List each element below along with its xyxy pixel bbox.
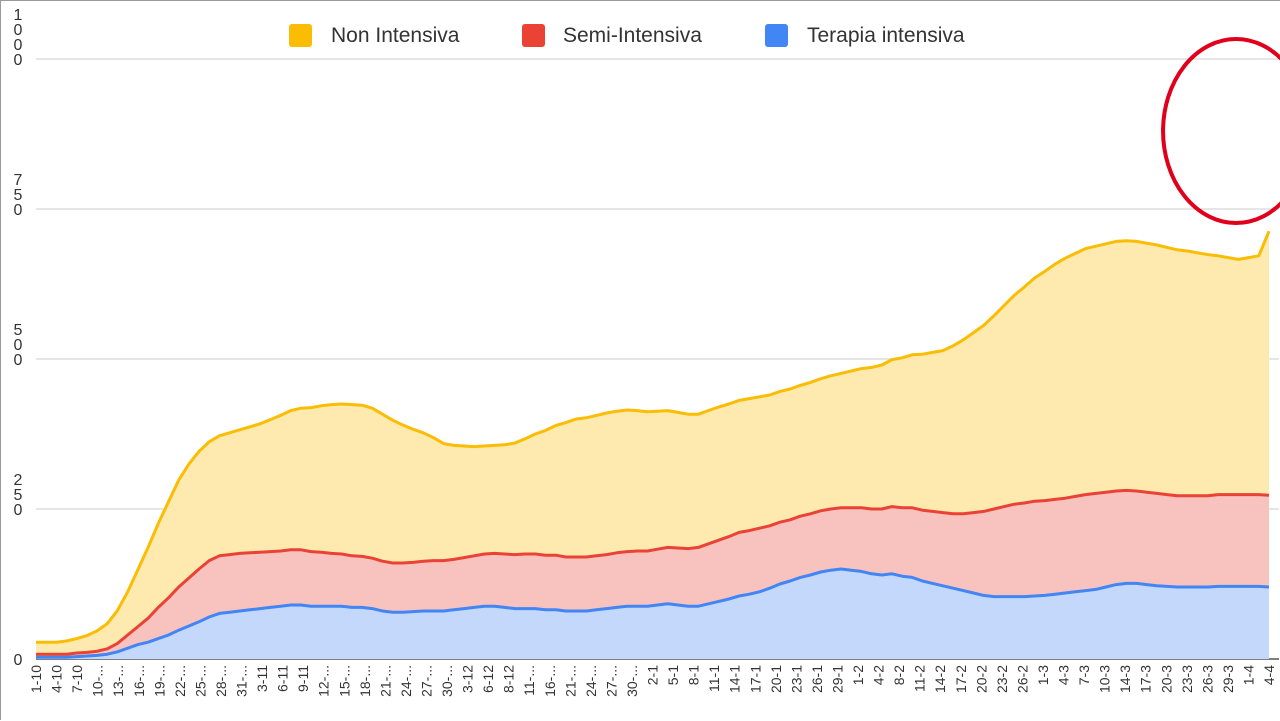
x-tick-label: 14-3 xyxy=(1117,665,1133,693)
x-tick-label: 5-1 xyxy=(665,665,681,685)
x-tick-label: 10-... xyxy=(90,665,106,697)
x-tick-label: 26-1 xyxy=(809,665,825,693)
y-axis: 0 2 5 0 5 0 0 7 5 0 1 0 0 0 xyxy=(14,7,23,669)
x-tick-label: 21-... xyxy=(377,665,393,697)
legend-swatch-semi-intensiva xyxy=(522,24,545,47)
x-tick-label: 12-... xyxy=(316,665,332,697)
x-tick-label: 20-3 xyxy=(1158,665,1174,693)
x-tick-label: 24-... xyxy=(583,665,599,697)
x-tick-label: 17-1 xyxy=(747,665,763,693)
x-tick-label: 13-... xyxy=(110,665,126,697)
x-tick-label: 9-11 xyxy=(295,665,311,692)
legend-label-terapia-intensiva: Terapia intensiva xyxy=(807,24,965,47)
x-tick-label: 14-1 xyxy=(727,665,743,693)
x-tick-label: 7-3 xyxy=(1076,665,1092,685)
x-tick-label: 4-4 xyxy=(1261,665,1277,685)
x-tick-label: 8-2 xyxy=(891,665,907,685)
x-tick-label: 1-3 xyxy=(1035,665,1051,685)
x-tick-label: 19-... xyxy=(151,665,167,697)
x-tick-label: 26-3 xyxy=(1199,665,1215,693)
x-tick-label: 22-... xyxy=(172,665,188,697)
x-tick-label: 23-3 xyxy=(1179,665,1195,693)
x-tick-label: 27-... xyxy=(603,665,619,697)
x-tick-label: 17-3 xyxy=(1138,665,1154,693)
x-tick-label: 2-1 xyxy=(645,665,661,685)
x-tick-label: 28-... xyxy=(213,665,229,697)
x-tick-label: 6-12 xyxy=(480,665,496,693)
x-tick-label: 31-... xyxy=(234,665,250,697)
x-tick-label: 26-2 xyxy=(1014,665,1030,693)
legend-swatch-non-intensiva xyxy=(289,24,312,47)
x-tick-label: 21-... xyxy=(562,665,578,697)
y-tick-label-0: 0 xyxy=(14,652,23,669)
x-tick-label: 14-2 xyxy=(932,665,948,693)
line-non-intensiva xyxy=(36,230,1271,644)
line-semi-intensiva xyxy=(36,488,1270,656)
series-lines xyxy=(36,230,1271,659)
x-tick-label: 18-... xyxy=(357,665,373,697)
legend-label-semi-intensiva: Semi-Intensiva xyxy=(563,24,702,47)
x-tick-label: 11-2 xyxy=(912,665,928,692)
x-tick-label: 8-1 xyxy=(686,665,702,685)
x-tick-label: 3-12 xyxy=(460,665,476,693)
x-tick-label: 11-1 xyxy=(706,665,722,692)
legend-label-non-intensiva: Non Intensiva xyxy=(331,24,460,47)
annotation-layer xyxy=(1161,37,1280,225)
x-tick-label: 8-12 xyxy=(501,665,517,693)
x-tick-label: 23-2 xyxy=(994,665,1010,693)
x-tick-label: 15-... xyxy=(336,665,352,697)
legend-swatch-terapia-intensiva xyxy=(765,24,788,47)
x-tick-label: 3-11 xyxy=(254,665,270,692)
x-tick-label: 4-10 xyxy=(49,665,65,693)
x-tick-label: 11-... xyxy=(521,665,537,696)
line-terapia-intensiva xyxy=(36,567,1270,659)
x-tick-label: 29-3 xyxy=(1220,665,1236,693)
x-tick-label: 24-... xyxy=(398,665,414,697)
x-tick-label: 23-1 xyxy=(788,665,804,693)
x-tick-label: 30-... xyxy=(624,665,640,697)
x-tick-label: 4-3 xyxy=(1056,665,1072,685)
x-tick-label: 30-... xyxy=(439,665,455,697)
x-tick-label: 6-11 xyxy=(275,665,291,692)
area-non-intensiva xyxy=(36,231,1269,655)
x-tick-label: 17-2 xyxy=(953,665,969,693)
x-tick-label: 1-2 xyxy=(850,665,866,685)
x-tick-label: 20-2 xyxy=(973,665,989,693)
series-areas xyxy=(36,231,1269,659)
x-tick-label: 29-1 xyxy=(830,665,846,693)
x-tick-label: 16-... xyxy=(542,665,558,697)
x-axis: 1-10 4-10 7-10 10-... 13-... 16-... 19-... 22-.… xyxy=(28,665,1277,697)
x-tick-label: 16-... xyxy=(131,665,147,697)
x-tick-label: 25-... xyxy=(192,665,208,697)
x-tick-label: 20-1 xyxy=(768,665,784,693)
x-tick-label: 27-... xyxy=(418,665,434,697)
x-tick-label: 4-2 xyxy=(871,665,887,685)
highlight-ellipse xyxy=(1161,37,1280,225)
x-tick-label: 1-10 xyxy=(28,665,44,693)
area-semi-intensiva xyxy=(36,490,1269,658)
x-tick-label: 10-3 xyxy=(1097,665,1113,693)
legend: Non Intensiva Semi-Intensiva Terapia inten… xyxy=(289,24,965,47)
x-tick-label: 7-10 xyxy=(69,665,85,693)
x-tick-label: 1-4 xyxy=(1241,665,1257,685)
